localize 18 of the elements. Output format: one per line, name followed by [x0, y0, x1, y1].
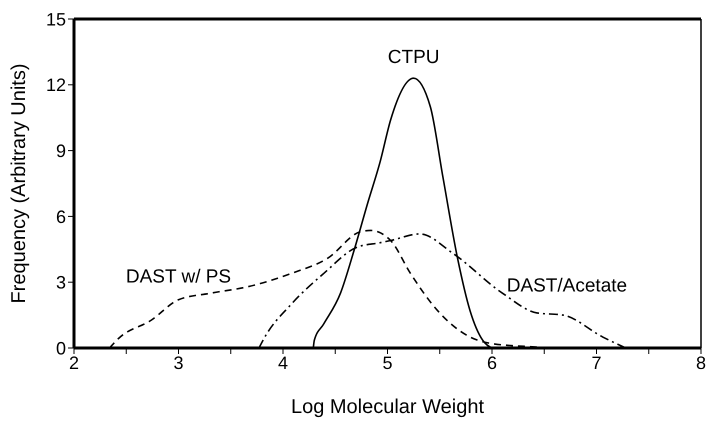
x-axis-title: Log Molecular Weight — [290, 396, 484, 418]
y-tick-label: 0 — [56, 338, 66, 358]
x-tick-label: 3 — [173, 352, 184, 373]
x-tick-label: 6 — [486, 352, 498, 373]
y-tick-label: 12 — [46, 75, 66, 96]
x-tick-label: 5 — [382, 352, 393, 373]
x-tick-label: 7 — [591, 352, 602, 373]
y-tick-label: 9 — [56, 140, 66, 161]
y-axis-title: Frequency (Arbitrary Units) — [8, 63, 30, 304]
series-label: CTPU — [388, 46, 440, 68]
y-tick-label: 6 — [56, 206, 66, 227]
series-label: DAST w/ PS — [126, 266, 232, 288]
x-tick-label: 4 — [278, 352, 288, 373]
x-tick-label: 8 — [696, 352, 706, 373]
x-tick-label: 2 — [68, 352, 80, 373]
y-tick-label: 3 — [56, 272, 66, 293]
series-label: DAST/Acetate — [506, 276, 628, 297]
y-tick-label: 15 — [46, 9, 66, 30]
